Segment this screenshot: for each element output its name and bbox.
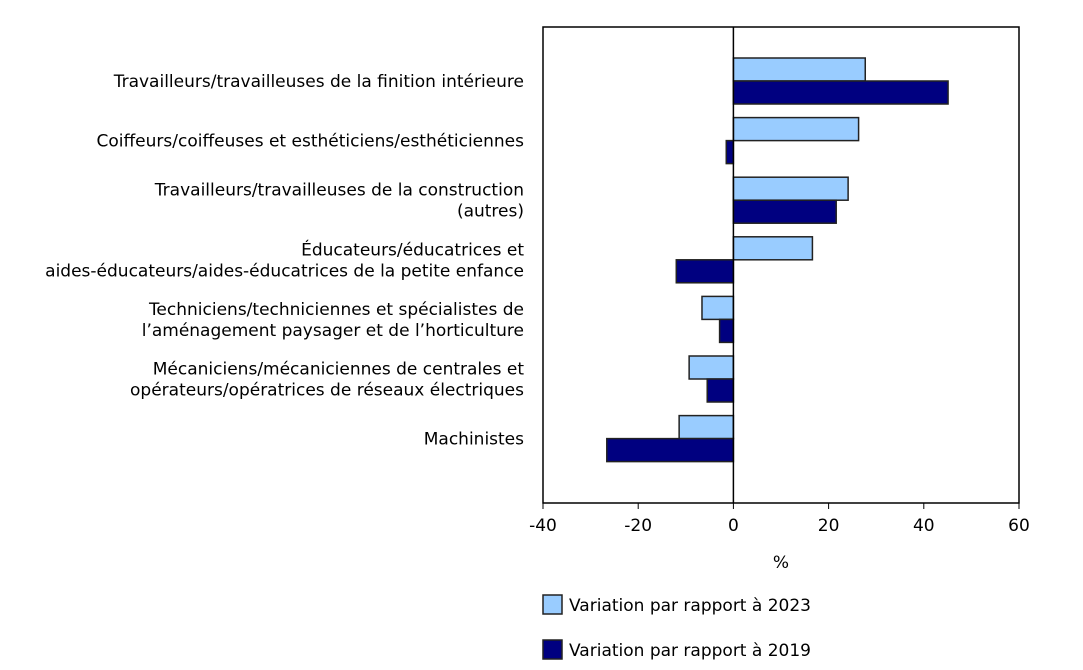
bar [732,199,837,224]
bar [725,139,735,165]
bar [732,236,814,261]
plot-frame [542,26,1020,504]
category-label: Coiffeurs/coiffeuses et esthéticiens/est… [96,132,524,152]
legend-label: Variation par rapport à 2019 [569,641,811,661]
bar [678,414,735,440]
bar [701,295,735,321]
bar [732,80,949,105]
bar [732,116,860,142]
x-tick-label: 60 [1008,516,1030,536]
category-label: l’aménagement paysager et de l’horticult… [142,321,524,341]
x-tick-label: -40 [529,516,557,536]
bar [606,437,735,463]
category-label: Techniciens/techniciennes et spécialiste… [148,300,524,320]
category-label: Mécaniciens/mécaniciennes de centrales e… [153,360,525,380]
category-label: (autres) [457,202,524,222]
x-axis-label: % [773,553,789,573]
category-label: Travailleurs/travailleuses de la finitio… [113,72,524,92]
bar [732,176,849,201]
bar [718,318,735,344]
bar [732,57,867,82]
legend-label: Variation par rapport à 2023 [569,596,811,616]
bar [688,355,735,380]
category-label: Travailleurs/travailleuses de la constru… [154,181,524,201]
bar [675,259,735,284]
category-label: Éducateurs/éducatrices et [301,238,524,260]
category-label: aides-éducateurs/aides-éducatrices de la… [45,261,524,281]
x-tick-label: -20 [624,516,652,536]
x-tick-label: 0 [728,516,739,536]
category-label: Machinistes [424,430,524,450]
bar [706,378,735,403]
x-tick-label: 40 [913,516,935,536]
category-label: opérateurs/opératrices de réseaux électr… [130,381,524,401]
legend-swatch [542,639,563,660]
legend-swatch [542,594,563,615]
x-tick-label: 20 [818,516,840,536]
